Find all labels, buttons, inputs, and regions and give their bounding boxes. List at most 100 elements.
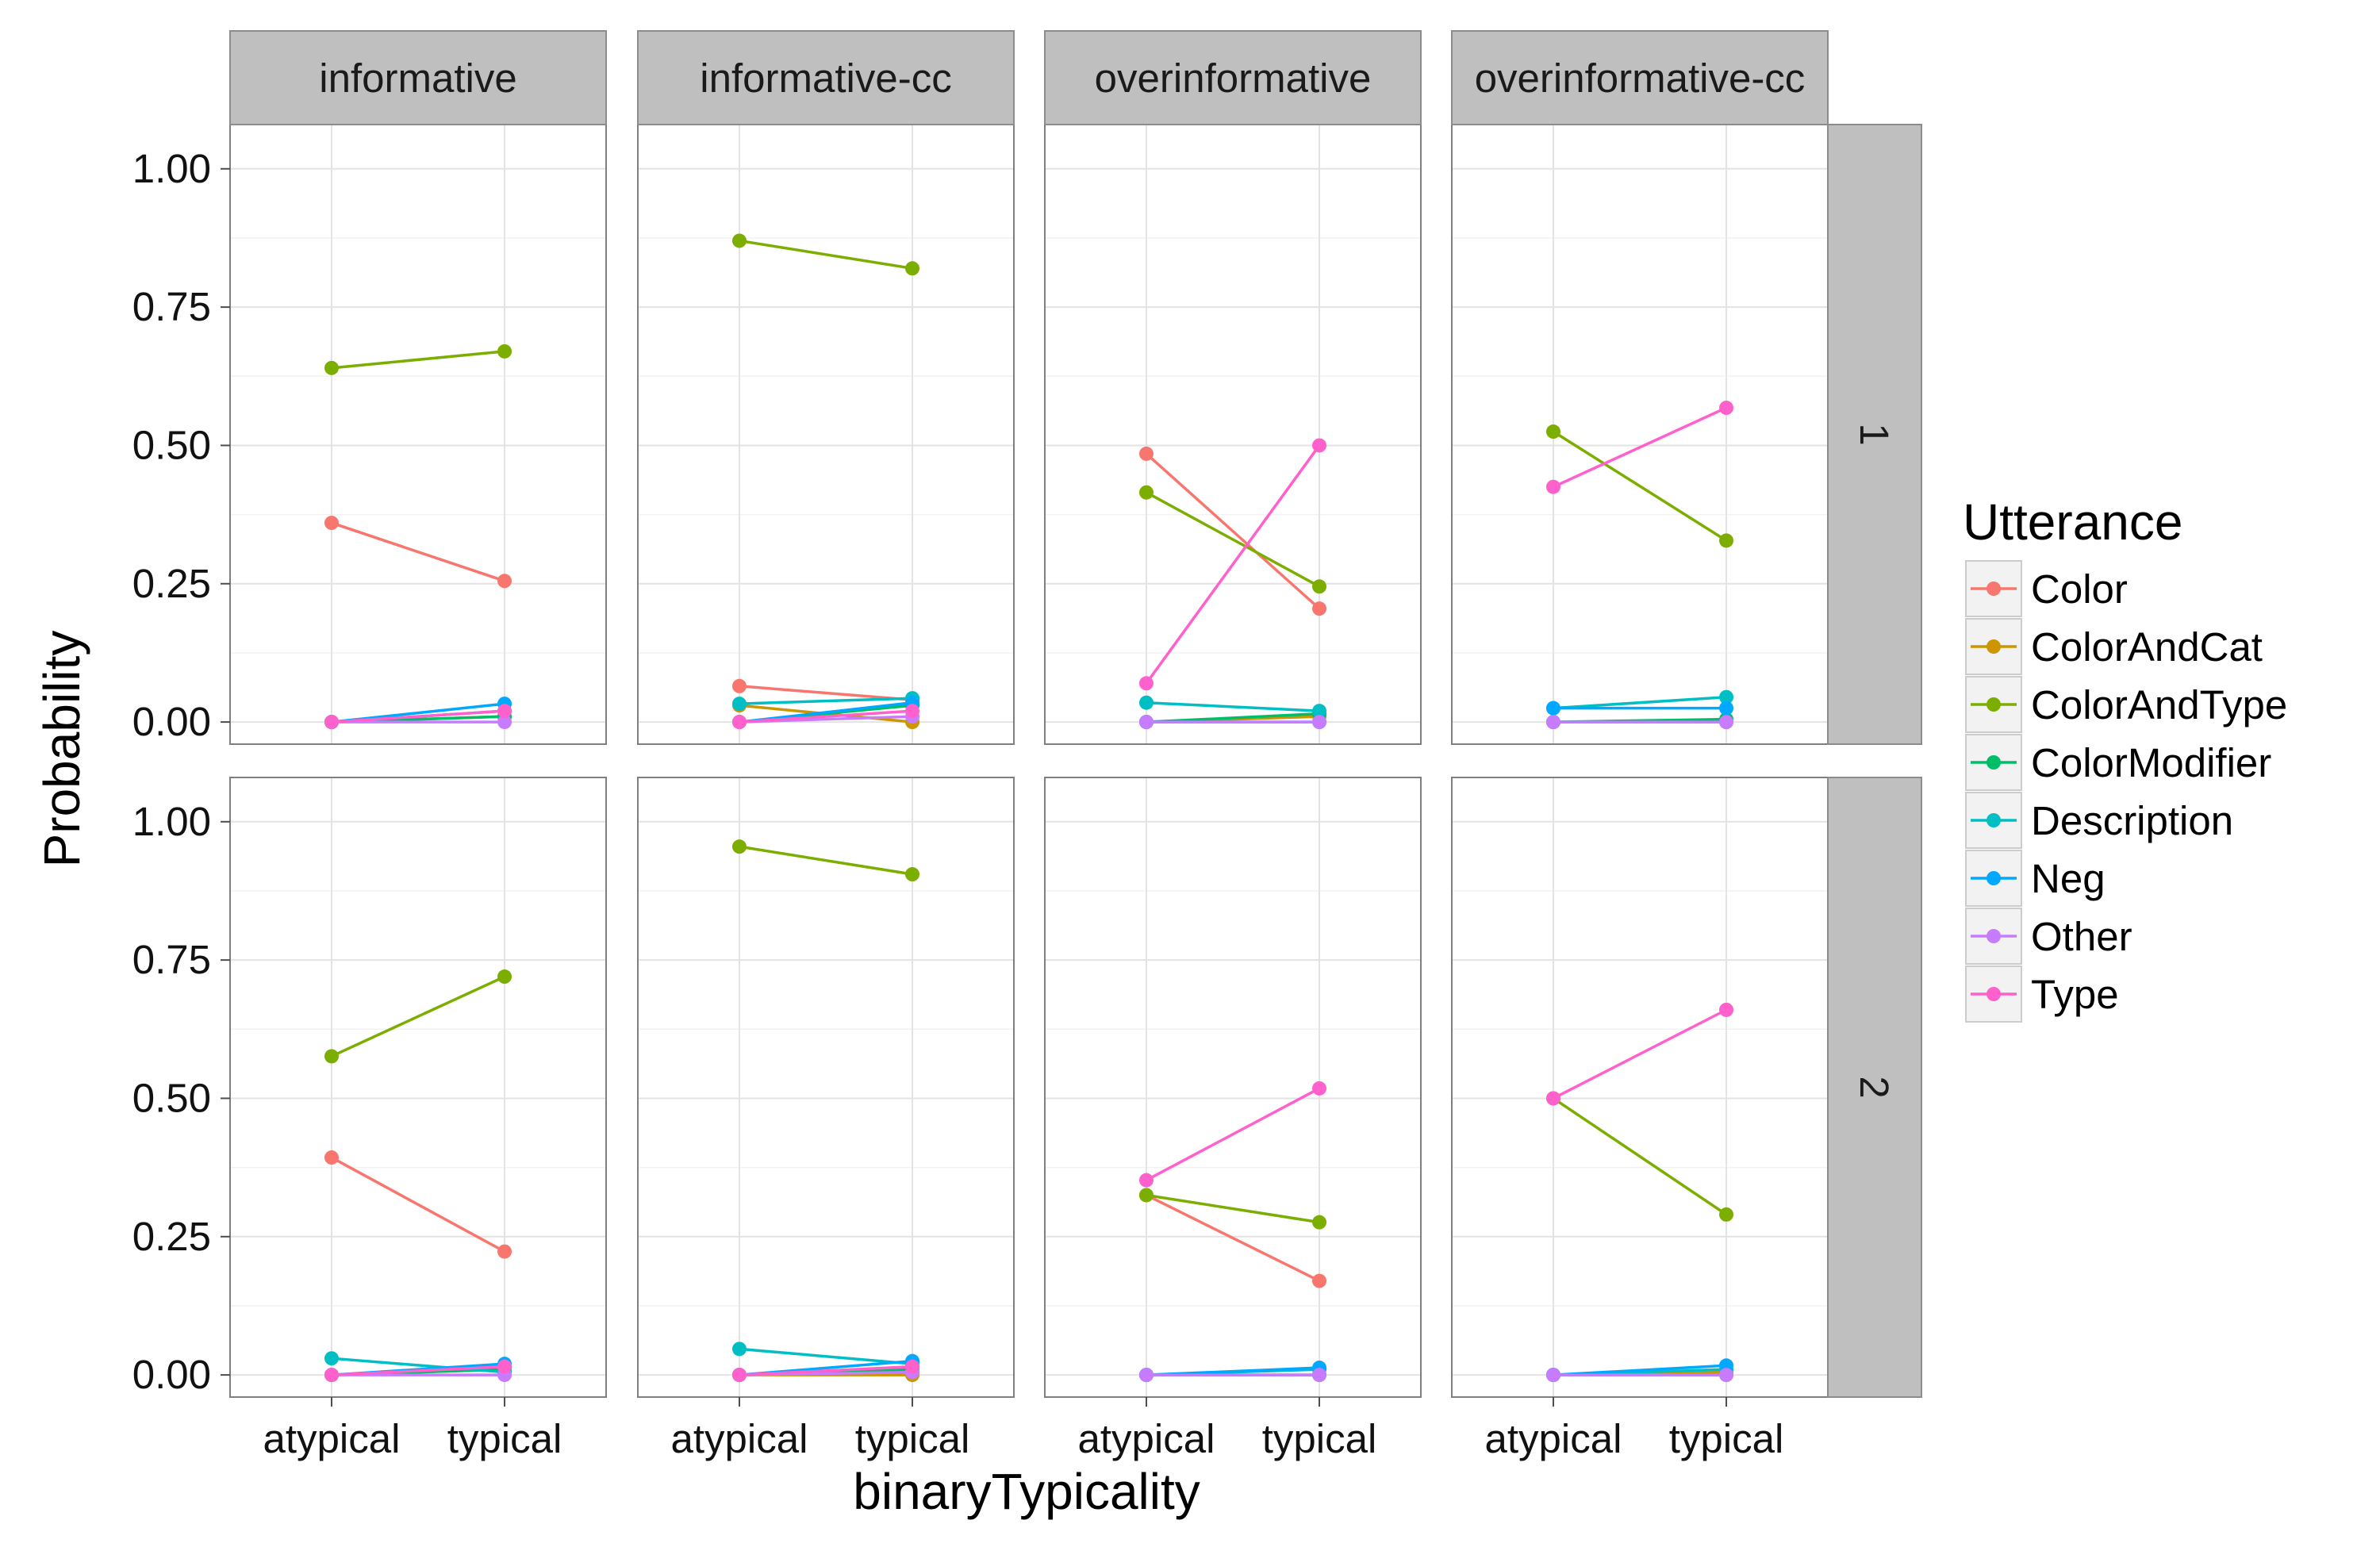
data-point-Type-typical (497, 704, 512, 719)
strip-background (1044, 30, 1422, 125)
facet-strips: informative informative-cc overinformative… (229, 30, 1922, 1398)
data-point-Neg-typical (1719, 701, 1734, 716)
y-axis-row-1: 0.00 0.25 0.50 0.75 1.00 (132, 146, 230, 744)
series-group-overinformative-row-2 (1138, 1081, 1327, 1383)
legend-item-Description: Description (1965, 792, 2233, 849)
panel-informative-cc-row-2 (637, 777, 1015, 1398)
series-line-Type (739, 709, 913, 724)
y-axes: 0.00 0.25 0.50 0.75 1.00 0.00 0.25 0.50 0.75 1.00 (132, 146, 230, 1397)
legend-key-point (1987, 639, 2001, 654)
facet-panels (229, 124, 1829, 1398)
panel-overinformative-cc-row-2 (1451, 777, 1829, 1398)
series-group-informative-cc-row-1 (731, 233, 920, 730)
series-line-ColorAndType (1146, 1193, 1320, 1224)
series-line-Description (331, 1357, 505, 1374)
panel-background (638, 125, 1014, 744)
panel-overinformative-cc-row-1 (1451, 124, 1829, 745)
data-point-Description-atypical (324, 1351, 339, 1366)
data-point-Type-typical (905, 704, 920, 719)
strip-background (637, 30, 1015, 125)
data-point-ColorAndType-typical (1312, 1215, 1327, 1230)
data-point-ColorAndType-typical (905, 867, 920, 882)
series-line-Type (331, 709, 505, 724)
series-group-informative-row-1 (324, 344, 512, 730)
legend-key-point (1987, 697, 2001, 712)
panel-border (637, 777, 1015, 1398)
x-tick-label: typical (447, 1416, 562, 1461)
series-line-Description (1146, 701, 1320, 712)
series-line-Description (739, 1347, 913, 1365)
data-point-Other-typical (1719, 715, 1734, 730)
y-tick-label: 0.75 (132, 284, 211, 329)
legend-label: ColorAndCat (2031, 624, 2263, 670)
x-axis-overinformative-cc: atypical typical (1485, 1397, 1783, 1461)
panel-background (1452, 777, 1828, 1397)
series-line-ColorAndType (739, 239, 913, 271)
panel-background (230, 777, 606, 1397)
series-line-Type (1553, 406, 1727, 489)
legend-label: Other (2031, 914, 2132, 959)
panel-background (1452, 125, 1828, 744)
series-line-Color (1145, 452, 1321, 610)
data-point-ColorAndType-atypical (324, 1049, 339, 1064)
data-point-Type-atypical (1138, 676, 1154, 691)
y-tick-label: 0.75 (132, 937, 211, 982)
data-point-ColorAndType-typical (905, 261, 920, 276)
legend-item-Neg: Neg (1965, 850, 2106, 907)
y-tick-label: 1.00 (132, 146, 211, 191)
data-point-Color-typical (497, 1244, 512, 1259)
data-point-Type-atypical (731, 1368, 747, 1383)
series-line-ColorAndType (1146, 491, 1320, 588)
series-line-Color (331, 521, 505, 582)
x-axes: atypical typical atypical typical atypical ty… (263, 1397, 1783, 1461)
x-tick-label: typical (855, 1416, 970, 1461)
data-point-ColorAndType-atypical (1138, 485, 1154, 500)
panel-border (229, 777, 607, 1398)
data-point-ColorAndType-atypical (1138, 1188, 1154, 1203)
legend-key-point (1987, 987, 2001, 1001)
legend-label: ColorAndType (2031, 682, 2287, 727)
data-point-Other-atypical (1545, 715, 1560, 730)
data-point-Color-atypical (1138, 446, 1154, 461)
data-point-ColorAndType-atypical (324, 360, 339, 375)
row-strip-label: 2 (1852, 1076, 1897, 1098)
y-axis-row-2: 0.00 0.25 0.50 0.75 1.00 (132, 799, 230, 1397)
series-line-ColorAndType (1553, 430, 1727, 542)
panel-background (1045, 777, 1421, 1397)
legend-label: ColorModifier (2031, 740, 2271, 785)
data-point-Type-typical (1312, 438, 1327, 453)
data-point-Type-typical (497, 1359, 512, 1374)
row-strip-background (1827, 777, 1922, 1398)
data-point-Type-typical (1312, 1081, 1327, 1096)
strip-overinformative: overinformative (1044, 30, 1422, 125)
data-point-Description-atypical (731, 1342, 747, 1357)
panel-overinformative-row-2 (1044, 777, 1422, 1398)
strip-informative-cc: informative-cc (637, 30, 1015, 125)
y-tick-label: 0.00 (132, 1352, 211, 1397)
strip-label: overinformative-cc (1475, 56, 1806, 101)
data-point-ColorAndType-atypical (1545, 424, 1560, 440)
strip-label: informative (319, 56, 516, 101)
series-line-ColorAndType (739, 845, 913, 876)
series-line-Neg (1553, 1364, 1727, 1376)
legend-item-Color: Color (1965, 560, 2128, 617)
series-line-Type (739, 1365, 913, 1376)
x-axis-title: binaryTypicality (853, 1463, 1200, 1520)
legend-item-ColorModifier: ColorModifier (1965, 734, 2271, 791)
legend-key-point (1987, 929, 2001, 943)
y-tick-label: 1.00 (132, 799, 211, 844)
data-point-Type-atypical (1138, 1173, 1154, 1188)
data-point-Description-atypical (1138, 695, 1154, 710)
x-axis-informative: atypical typical (263, 1397, 562, 1461)
y-axis-title: Probability (33, 631, 90, 868)
row-strip-label: 1 (1852, 423, 1897, 445)
data-point-Description-typical (1312, 704, 1327, 719)
y-tick-label: 0.25 (132, 1214, 211, 1259)
series-line-Color (739, 685, 913, 701)
series-line-ColorAndType (331, 350, 505, 370)
row-strip-background (1827, 124, 1922, 745)
data-point-ColorAndType-typical (497, 344, 512, 359)
data-point-Type-atypical (324, 715, 339, 730)
legend-item-ColorAndType: ColorAndType (1965, 676, 2287, 733)
